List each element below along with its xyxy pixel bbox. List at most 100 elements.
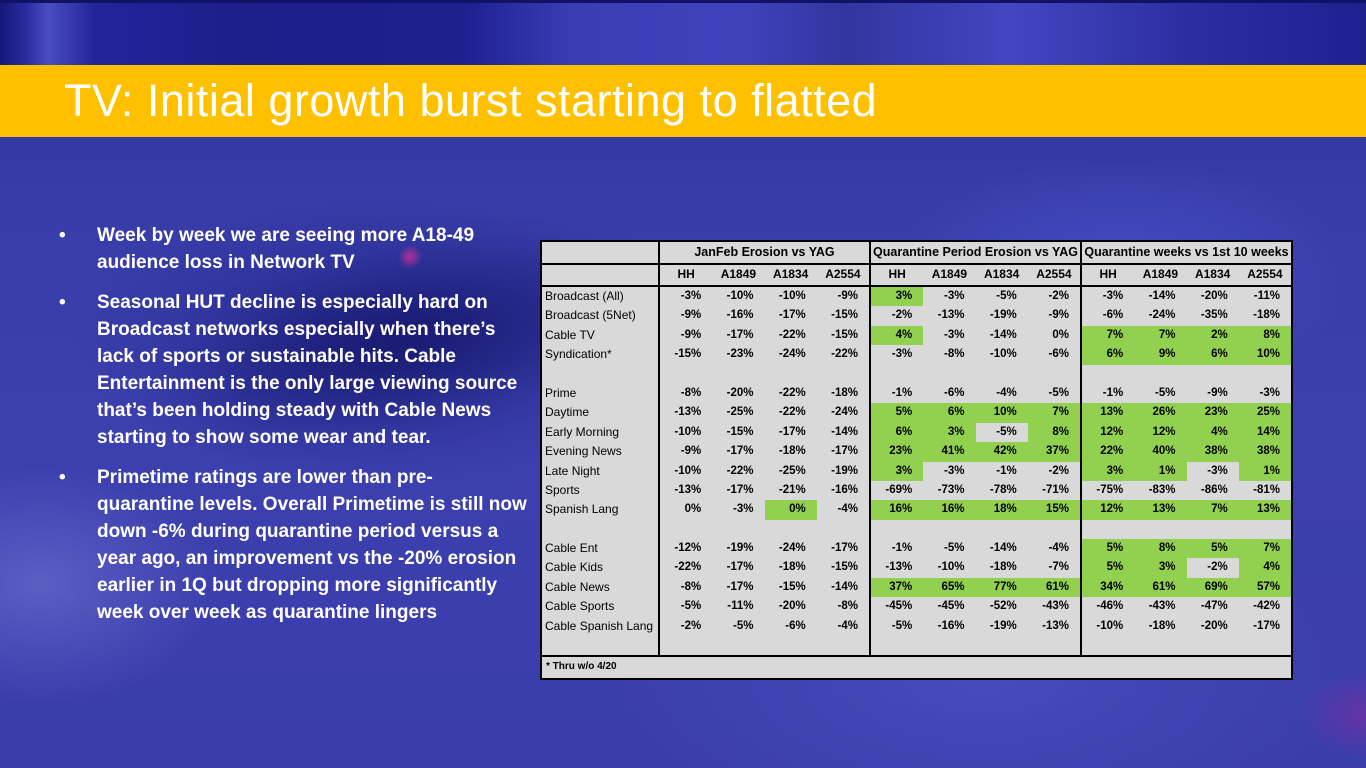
spacer-cell (1028, 365, 1080, 384)
table-cell: 61% (1134, 577, 1187, 598)
table-cell: -5% (658, 597, 712, 617)
table-cell: 13% (1080, 403, 1135, 423)
table-col-header: A2554 (825, 267, 861, 281)
table-cell: -7% (1048, 561, 1069, 574)
table-cell: -8% (837, 600, 858, 613)
table-cell: -1% (869, 539, 923, 559)
table-cell: 3% (869, 287, 924, 307)
table-col-header: A1834 (983, 267, 1020, 281)
table-row: Cable Sports -5% -11% -20% -8% -45% -45% -52% -4… (542, 597, 1291, 617)
spacer-cell (765, 636, 817, 655)
table-cell: 18% (975, 500, 1028, 520)
table-cell: -42% (1253, 600, 1280, 613)
table-cell: -22% (658, 558, 712, 578)
table-cell: 3% (923, 422, 976, 443)
row-label: Cable Kids (545, 560, 604, 575)
table-cell: -15% (726, 425, 754, 438)
table-cell: -24% (778, 348, 806, 361)
bullet-text: Seasonal HUT decline is especially hard … (97, 292, 518, 448)
spacer-cell (869, 636, 923, 656)
table-cell: -20% (1200, 290, 1228, 302)
table-cell: -45% (937, 600, 965, 613)
table-cell: -3% (1080, 287, 1134, 307)
table-cell: 6% (1186, 345, 1239, 365)
table-cell: -4% (1048, 542, 1069, 555)
table-cell: -13% (658, 480, 712, 501)
table-cell: 9% (1134, 345, 1187, 365)
table-cell: 8% (1134, 539, 1187, 559)
table-cell: 3% (869, 461, 924, 481)
table-cell: 41% (923, 442, 976, 462)
table-cell: -13% (869, 558, 923, 578)
row-label: Cable Spanish Lang (545, 618, 654, 633)
table-cell: -25% (726, 406, 754, 419)
table-cell: -9% (658, 325, 712, 346)
table-cell: -9% (658, 442, 712, 462)
table-cell: -3% (944, 290, 965, 302)
table-cell: 38% (1238, 442, 1291, 462)
table-cell: 34% (1080, 577, 1135, 598)
table-cell: -13% (658, 403, 712, 423)
table-cell: -11% (727, 600, 754, 613)
row-label: Cable TV (545, 327, 595, 342)
row-label: Sports (545, 482, 580, 497)
table-row: Broadcast (All) -3% -10% -10% -9% 3% -3% -5% -2%… (542, 287, 1291, 307)
table-cell: 57% (1238, 577, 1291, 598)
table-spacer-row (542, 364, 1291, 384)
table-cell: 3% (1134, 558, 1187, 578)
spacer-cell (923, 520, 975, 539)
table-cell: -10% (778, 290, 806, 302)
bullet-text: Primetime ratings are lower than pre-qua… (97, 467, 527, 623)
table-col-header: A1849 (1142, 267, 1179, 281)
table-cell: -5% (944, 542, 965, 555)
table-cell: -19% (989, 619, 1017, 632)
table-cell: -1% (869, 383, 923, 404)
spacer-cell (1080, 636, 1134, 656)
table-cell: 7% (1186, 500, 1239, 520)
background-top-band (0, 0, 1366, 68)
table-cell: -69% (869, 480, 923, 501)
table-cell: -1% (1080, 383, 1134, 404)
table-cell: -43% (1042, 600, 1069, 613)
table-cell: -9% (1207, 386, 1228, 399)
table-group-header: Quarantine weeks vs 1st 10 weeks (1080, 242, 1291, 263)
table-cell: 7% (1080, 325, 1135, 346)
table-cell: -17% (726, 483, 754, 496)
spacer-cell (542, 365, 658, 384)
table-cell: 5% (1186, 539, 1239, 559)
spacer-cell (1028, 520, 1080, 539)
table-subheader-row: HH A1849 A1834 A2554 HH A1849 A1834 A2554 HH A184… (542, 265, 1291, 287)
table-cell: 6% (869, 422, 924, 443)
bullet-text: Week by week we are seeing more A18-49 a… (97, 225, 475, 273)
table-cell: -22% (778, 406, 806, 419)
table-col-header: A1834 (1194, 267, 1231, 281)
table-cell: -19% (726, 542, 754, 555)
table-cell: -13% (1042, 619, 1069, 632)
table-cell: -15% (778, 580, 806, 593)
table-row: Early Morning -10% -15% -17% -14% 6% 3% -5% 8% 12… (542, 422, 1291, 443)
table-cell: -83% (1148, 483, 1176, 496)
table-col-header: A2554 (1036, 267, 1072, 281)
table-cell: 23% (869, 442, 924, 462)
table-cell: -14% (831, 425, 858, 438)
table-cell: -19% (831, 464, 858, 477)
table-cell: -5% (1155, 386, 1176, 399)
table-cell: -17% (831, 542, 858, 555)
table-cell: 1% (1134, 461, 1187, 481)
table-cell: 16% (869, 500, 924, 520)
table-cell: -12% (658, 539, 712, 559)
table-cell: -78% (989, 483, 1017, 496)
table-cell: -2% (1207, 561, 1228, 574)
bullet-list: • Week by week we are seeing more A18-49 … (50, 222, 528, 639)
row-label: Spanish Lang (545, 502, 619, 517)
table-cell: -18% (778, 561, 806, 574)
table-cell: -25% (778, 464, 806, 477)
table-cell: -4% (837, 503, 858, 516)
table-cell: 37% (1027, 442, 1080, 462)
table-cell: -18% (1148, 619, 1176, 632)
spacer-cell (1080, 519, 1134, 540)
table-cell: -17% (726, 445, 754, 458)
table-cell: 10% (975, 403, 1028, 423)
spacer-cell (1239, 520, 1291, 539)
spacer-cell (976, 636, 1028, 655)
